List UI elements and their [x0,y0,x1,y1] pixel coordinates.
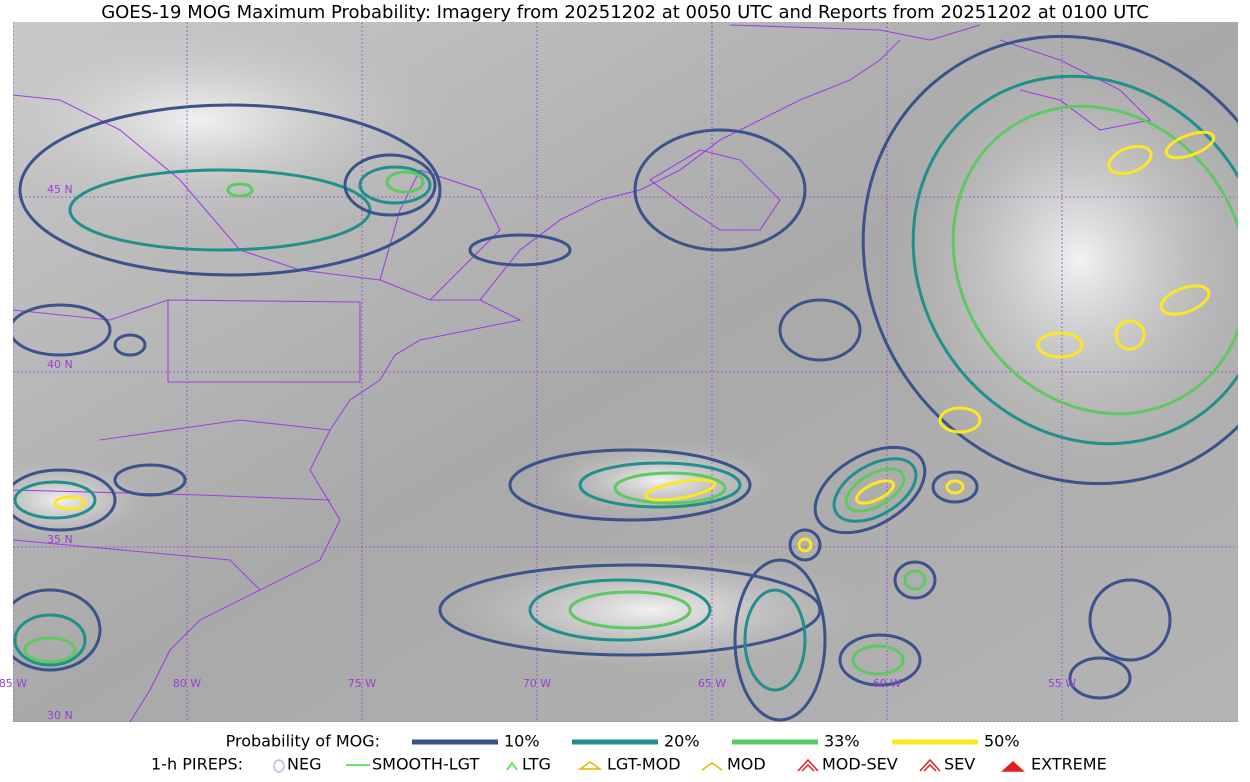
contour [508,448,752,522]
pirep-icons [273,758,1025,773]
icon-ltg [506,761,518,771]
contour [385,170,425,194]
contour [113,333,147,357]
contour [788,528,822,562]
lat-label: 45 N [47,183,73,196]
lon-label: 85 W [0,677,27,690]
contour [468,233,572,267]
coastlines [13,24,1152,722]
lon-label: 75 W [348,677,376,690]
legend-label: 33% [824,732,860,751]
contour [23,636,77,664]
contour [358,165,432,205]
lat-label: 40 N [47,358,73,371]
contour [568,590,692,630]
contour [613,471,727,505]
contour [938,406,982,434]
contours [13,34,1238,722]
contour [578,461,742,509]
contour [813,445,927,535]
contour [778,298,862,362]
contour [1159,284,1211,316]
legend-label: 20% [664,732,700,751]
map [13,22,1238,722]
pirep-title: 1-h PIREPS: [151,755,243,774]
contour [53,495,87,511]
graticule-labels: 45 N 40 N 35 N 30 N 85 W 80 W 75 W 70 W 65 W 60 W… [0,183,1076,722]
contour [1088,578,1172,662]
lat-label: 35 N [47,533,73,546]
contour [343,153,437,217]
contour [1107,144,1153,176]
contour [1164,130,1216,160]
contour [528,578,712,642]
contour [903,569,927,591]
pirep-label: EXTREME [1031,755,1107,774]
pirep-label: MOD-SEV [822,755,898,774]
contour [644,478,716,502]
contour [1114,319,1146,351]
pirep-label: SEV [944,755,975,774]
contour [844,467,906,513]
lon-label: 70 W [523,677,551,690]
pirep-label: LTG [522,755,551,774]
contour [13,588,102,672]
contour [113,463,187,497]
contour [13,480,97,520]
contour [13,613,87,667]
lon-label: 80 W [173,677,201,690]
contour [838,633,922,687]
legend-label: 50% [984,732,1020,751]
contour [633,128,807,252]
lon-label: 65 W [698,677,726,690]
contour [861,34,1238,486]
icon-lgt-mod [577,761,603,770]
legend-label: 10% [504,732,540,751]
icon-neg [273,759,285,773]
contour [13,468,117,532]
lon-label: 60 W [873,677,901,690]
contour [733,558,827,722]
icon-sev [919,758,941,772]
contour [855,479,895,505]
contour [68,168,372,252]
contour [797,537,813,553]
contour [13,303,112,357]
contour [951,104,1238,416]
contour [743,588,807,692]
lon-label: 55 W [1048,677,1076,690]
contour [945,479,965,495]
icon-mod [701,762,723,771]
contour [18,103,442,277]
contour [931,470,979,504]
pirep-label: SMOOTH-LGT [372,755,479,774]
pirep-label: MOD [727,755,766,774]
pirep-label: LGT-MOD [607,755,681,774]
pirep-label: NEG [287,755,321,774]
contour [851,644,905,676]
pirep-legend: 1-h PIREPS: NEG SMOOTH-LGT LTG LGT-MOD MOD MO… [151,755,1107,774]
contour [893,560,937,600]
lat-label: 30 N [47,709,73,722]
icon-extreme [1001,760,1025,772]
contour [1068,656,1132,700]
icon-mod-sev [797,758,819,772]
contour [911,74,1238,446]
legend: Probability of MOG: 10% 20% 33% 50% [226,732,1020,751]
contour [226,182,254,198]
contour [1036,331,1084,359]
contour [832,457,918,523]
legend-title: Probability of MOG: [226,732,380,751]
title: GOES-19 MOG Maximum Probability: Imagery… [101,2,1149,23]
contour [438,563,822,657]
